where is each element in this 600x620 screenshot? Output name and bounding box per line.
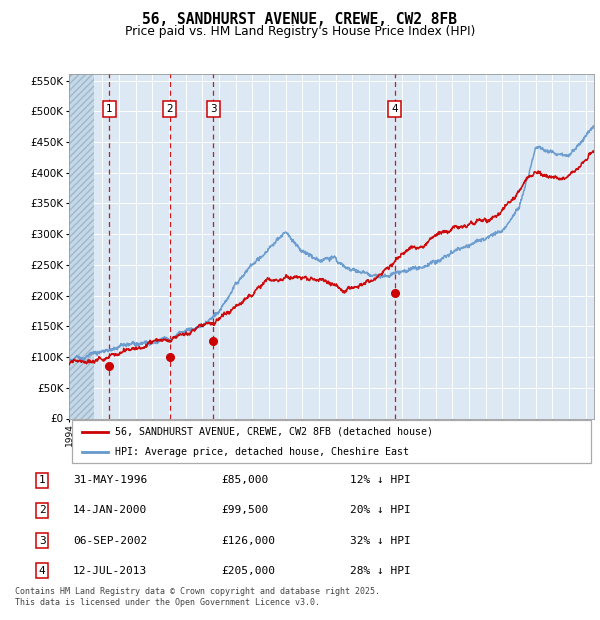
Text: HPI: Average price, detached house, Cheshire East: HPI: Average price, detached house, Ches… (115, 447, 409, 457)
Text: 4: 4 (39, 566, 46, 576)
Text: 2: 2 (166, 104, 173, 114)
Text: 1: 1 (39, 475, 46, 485)
Text: 1: 1 (106, 104, 113, 114)
Text: 31-MAY-1996: 31-MAY-1996 (73, 475, 148, 485)
Bar (69, 68, 94, 418)
Text: 2: 2 (39, 505, 46, 515)
Text: 32% ↓ HPI: 32% ↓ HPI (350, 536, 410, 546)
Text: 12% ↓ HPI: 12% ↓ HPI (350, 475, 410, 485)
Text: Price paid vs. HM Land Registry's House Price Index (HPI): Price paid vs. HM Land Registry's House … (125, 25, 475, 38)
Text: 06-SEP-2002: 06-SEP-2002 (73, 536, 148, 546)
Text: £205,000: £205,000 (221, 566, 275, 576)
Text: 3: 3 (39, 536, 46, 546)
Text: 56, SANDHURST AVENUE, CREWE, CW2 8FB: 56, SANDHURST AVENUE, CREWE, CW2 8FB (143, 12, 458, 27)
Bar (69, 68, 94, 418)
Text: Contains HM Land Registry data © Crown copyright and database right 2025.
This d: Contains HM Land Registry data © Crown c… (15, 587, 380, 606)
Text: 28% ↓ HPI: 28% ↓ HPI (350, 566, 410, 576)
FancyBboxPatch shape (71, 420, 592, 463)
Text: 12-JUL-2013: 12-JUL-2013 (73, 566, 148, 576)
Text: 56, SANDHURST AVENUE, CREWE, CW2 8FB (detached house): 56, SANDHURST AVENUE, CREWE, CW2 8FB (de… (115, 427, 433, 436)
Text: 3: 3 (210, 104, 217, 114)
Text: 4: 4 (391, 104, 398, 114)
Text: £126,000: £126,000 (221, 536, 275, 546)
Text: 14-JAN-2000: 14-JAN-2000 (73, 505, 148, 515)
Text: £99,500: £99,500 (221, 505, 269, 515)
Text: 20% ↓ HPI: 20% ↓ HPI (350, 505, 410, 515)
Text: £85,000: £85,000 (221, 475, 269, 485)
